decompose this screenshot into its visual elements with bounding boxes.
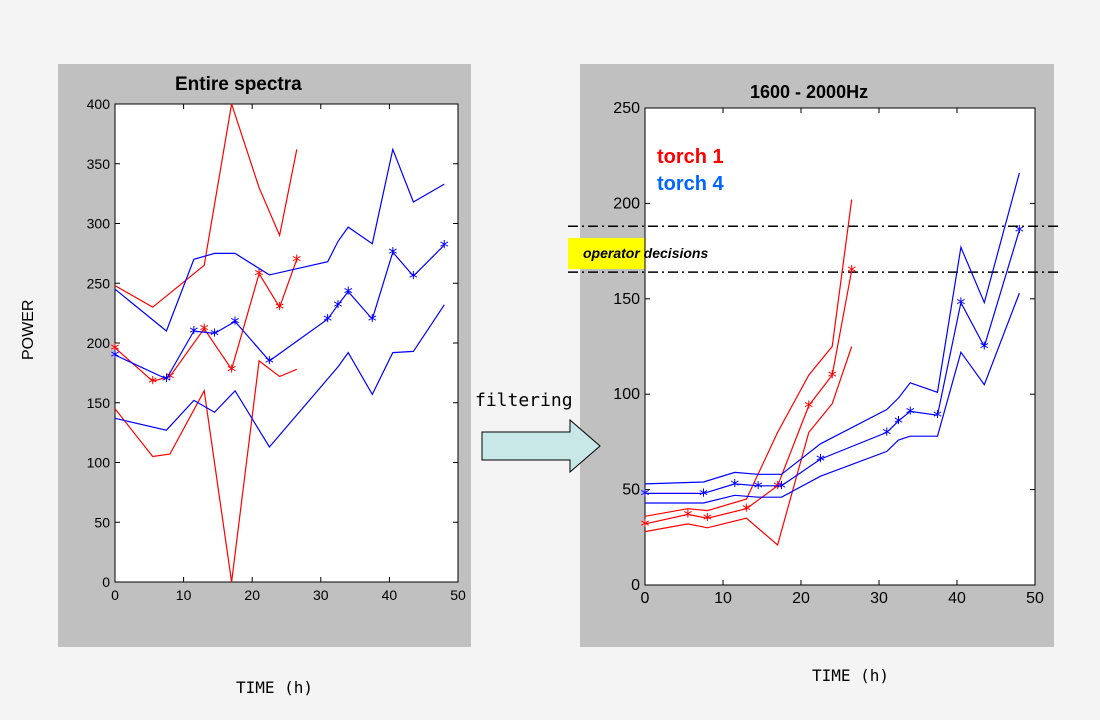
y-tick-label: 50 (622, 482, 640, 499)
y-tick-label: 50 (94, 514, 110, 530)
data-point-marker: * (847, 262, 856, 283)
data-point-marker: * (255, 266, 264, 287)
y-tick-label: 400 (87, 96, 111, 112)
data-point-marker: * (816, 451, 825, 472)
data-point-marker: * (265, 353, 274, 374)
series-line (114, 259, 298, 382)
x-tick-label: 30 (313, 587, 329, 603)
data-point-marker: * (189, 323, 198, 344)
data-point-marker: * (165, 368, 174, 389)
data-point-marker: * (980, 339, 989, 360)
x-tick-label: 50 (1026, 590, 1044, 607)
x-tick-label: 0 (641, 590, 650, 607)
series-line (644, 172, 1020, 485)
x-tick-label: 40 (948, 590, 966, 607)
x-tick-label: 40 (382, 587, 398, 603)
x-tick-label: 0 (111, 587, 119, 603)
data-point-marker: * (773, 478, 782, 499)
data-point-marker: * (1015, 222, 1024, 243)
data-point-marker: * (699, 485, 708, 506)
y-tick-label: 200 (613, 195, 640, 212)
data-point-marker: * (882, 424, 891, 445)
data-point-marker: * (933, 407, 942, 428)
y-tick-label: 200 (87, 335, 111, 351)
data-point-marker: * (641, 485, 650, 506)
y-tick-label: 150 (87, 395, 111, 411)
data-point-marker: * (210, 325, 219, 346)
data-point-marker: * (148, 373, 157, 394)
right-chart-title: 1600 - 2000Hz (750, 82, 869, 102)
operator-decisions-label: operator decisions (583, 245, 709, 261)
x-tick-label: 20 (244, 587, 260, 603)
x-tick-label: 20 (792, 590, 810, 607)
data-point-marker: * (111, 340, 120, 361)
data-point-marker: * (683, 506, 692, 527)
x-tick-label: 10 (176, 587, 192, 603)
data-point-marker: * (742, 501, 751, 522)
data-point-marker: * (162, 371, 171, 392)
x-tick-label: 30 (870, 590, 888, 607)
data-point-marker: * (730, 476, 739, 497)
y-tick-label: 150 (613, 291, 640, 308)
y-axis-label: POWER (20, 299, 37, 360)
y-tick-label: 100 (87, 455, 111, 471)
filtering-arrow (481, 418, 601, 474)
data-point-marker: * (409, 268, 418, 289)
series-line (645, 229, 1020, 494)
y-tick-label: 0 (631, 577, 640, 594)
series-line (114, 244, 445, 380)
data-point-marker: * (956, 295, 965, 316)
y-tick-label: 250 (613, 100, 640, 117)
data-point-marker: * (754, 478, 763, 499)
y-tick-label: 350 (87, 156, 111, 172)
y-tick-label: 250 (87, 275, 111, 291)
data-point-marker: * (368, 311, 377, 332)
series-line (114, 304, 445, 449)
y-tick-label: 100 (613, 386, 640, 403)
left-chart-title: Entire spectra (175, 74, 302, 95)
data-point-marker: * (906, 403, 915, 424)
data-point-marker: * (323, 311, 332, 332)
data-point-marker: * (641, 516, 650, 537)
series-line (114, 103, 298, 308)
series-line (645, 292, 1020, 504)
filtering-arrow-shape (481, 418, 601, 474)
data-point-marker: * (388, 244, 397, 265)
data-point-marker: * (200, 321, 209, 342)
data-point-marker: * (227, 361, 236, 382)
filtering-label: filtering (475, 390, 573, 411)
right-plot-area (644, 107, 1036, 586)
left-x-axis-label: TIME (h) (236, 678, 314, 697)
data-point-marker: * (231, 313, 240, 334)
data-point-marker: * (440, 237, 449, 258)
data-point-marker: * (828, 367, 837, 388)
series-line (114, 147, 445, 332)
data-point-marker: * (344, 284, 353, 305)
right-x-axis-label: TIME (h) (812, 666, 890, 685)
legend-torch-4: torch 4 (657, 173, 724, 195)
data-point-marker: * (777, 478, 786, 499)
y-tick-label: 300 (87, 216, 111, 232)
data-point-marker: * (804, 398, 813, 419)
series-line (644, 346, 853, 546)
series-line (114, 359, 298, 583)
x-tick-label: 10 (714, 590, 732, 607)
x-tick-label: 50 (450, 587, 466, 603)
data-point-marker: * (894, 413, 903, 434)
series-line (644, 199, 853, 517)
data-point-marker: * (111, 347, 120, 368)
data-point-marker: * (703, 510, 712, 531)
data-point-marker: * (275, 299, 284, 320)
data-point-marker: * (292, 251, 301, 272)
left-plot-area (114, 103, 459, 583)
y-tick-label: 0 (102, 574, 110, 590)
data-point-marker: * (333, 297, 342, 318)
legend-torch-1: torch 1 (657, 146, 724, 168)
